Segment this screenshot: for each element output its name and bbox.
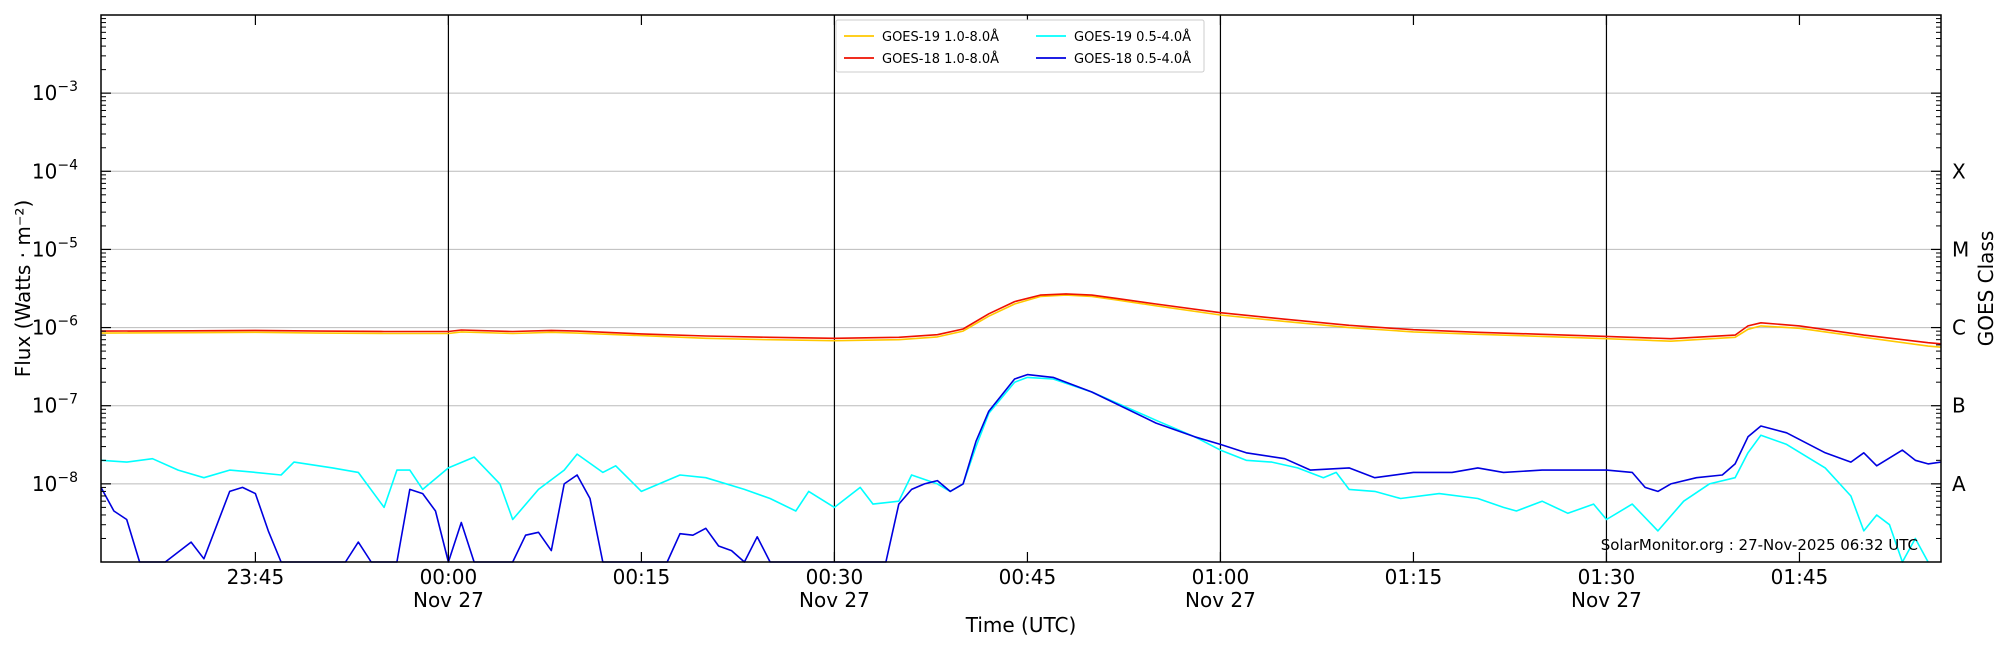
plot-area-frame (100, 14, 1942, 563)
goes-class-label: C (1952, 316, 1966, 340)
y-tick-label: 10−5 (32, 235, 78, 261)
legend-label: GOES-19 0.5-4.0Å (1074, 29, 1191, 45)
y-ticks: 10−8 10−7 10−6 10−5 10−4 10−3 (32, 18, 1941, 539)
legend-label: GOES-18 0.5-4.0Å (1074, 51, 1191, 67)
x-tick-sublabel: Nov 27 (413, 588, 484, 612)
goes-class-labels: A B C M X (1952, 159, 1969, 496)
series-line (100, 294, 1942, 348)
x-tick-label: 01:00 (1192, 565, 1250, 589)
x-tick-sublabel: Nov 27 (1571, 588, 1642, 612)
series-line (100, 293, 1942, 345)
legend-label: GOES-18 1.0-8.0Å (882, 51, 999, 67)
x-tick-label: 00:15 (613, 565, 671, 589)
x-tick-sublabel: Nov 27 (1185, 588, 1256, 612)
y-axis-label-right: GOES Class (1974, 231, 1998, 347)
goes-class-label: X (1952, 159, 1966, 183)
y-axis-label: Flux (Watts · m⁻²) (11, 200, 35, 378)
x-tick-sublabel: Nov 27 (799, 588, 870, 612)
goes-class-label: A (1952, 472, 1966, 496)
x-tick-label: 23:45 (227, 565, 285, 589)
x-tick-label: 00:45 (999, 565, 1057, 589)
x-tick-label: 00:00 (420, 565, 478, 589)
goes-class-label: M (1952, 237, 1969, 261)
x-axis-label: Time (UTC) (965, 613, 1077, 637)
y-tick-label: 10−8 (32, 470, 78, 496)
legend-box (835, 19, 1205, 73)
grid-layer (101, 92, 1941, 485)
credit-text: SolarMonitor.org : 27-Nov-2025 06:32 UTC (1601, 536, 1918, 554)
goes-class-label: B (1952, 394, 1966, 418)
legend: GOES-19 1.0-8.0Å GOES-19 0.5-4.0Å GOES-18 … (835, 19, 1205, 73)
x-tick-label: 00:30 (806, 565, 864, 589)
legend-label: GOES-19 1.0-8.0Å (882, 29, 999, 45)
y-tick-label: 10−6 (32, 314, 78, 340)
x-tick-label: 01:45 (1771, 565, 1829, 589)
x-tick-label: 01:30 (1578, 565, 1636, 589)
x-tick-label: 01:15 (1385, 565, 1443, 589)
y-tick-label: 10−7 (32, 392, 78, 418)
y-tick-label: 10−3 (32, 79, 78, 105)
y-tick-label: 10−4 (32, 157, 78, 183)
legend-items: GOES-19 1.0-8.0Å GOES-19 0.5-4.0Å GOES-18 … (844, 29, 1191, 67)
series-line (100, 376, 1929, 563)
